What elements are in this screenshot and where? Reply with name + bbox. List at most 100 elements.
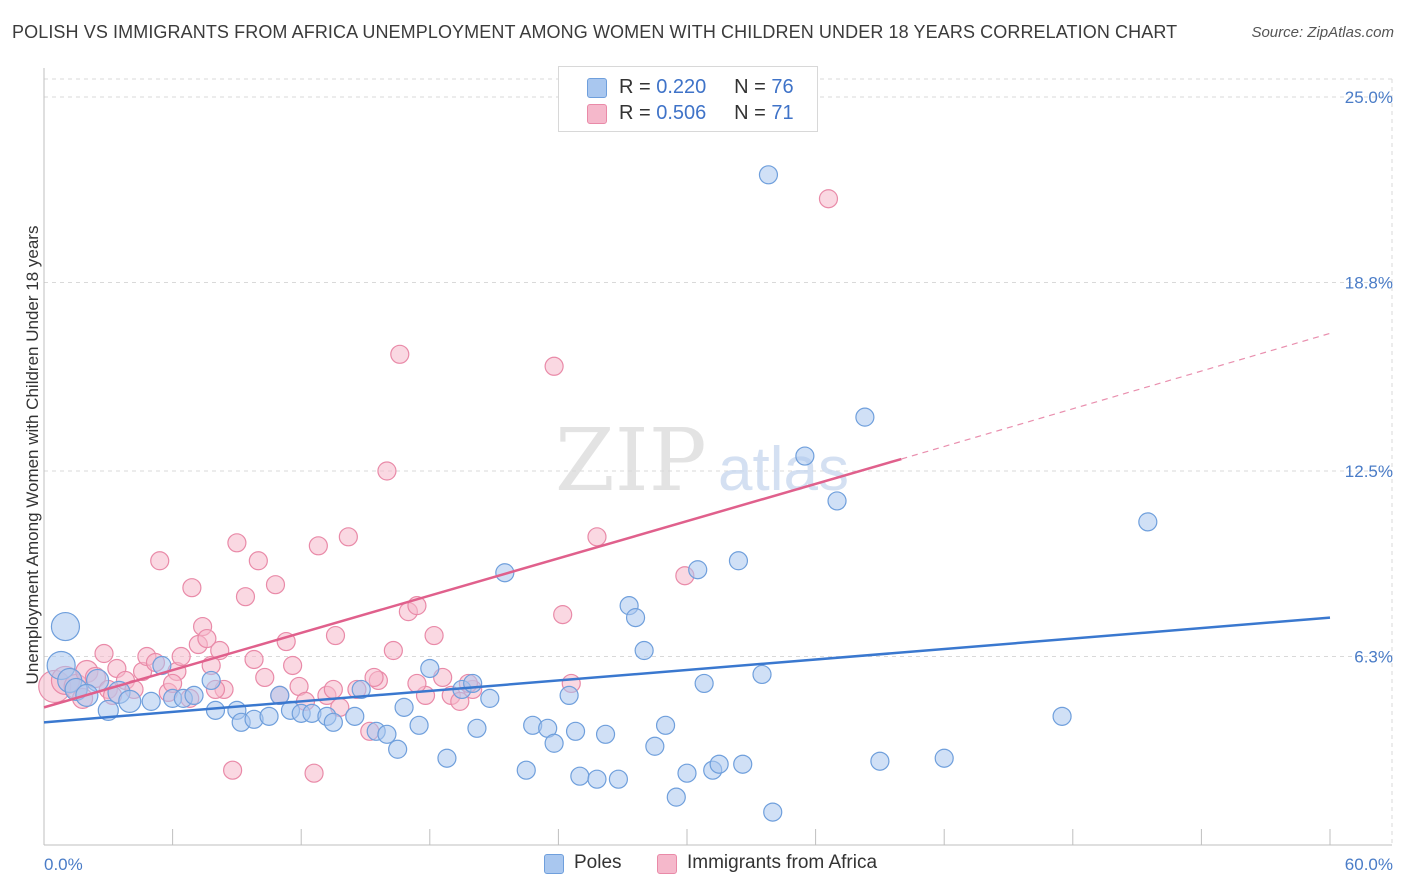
poles-point [559,685,579,706]
poles-point [752,664,772,685]
africa-point [171,646,191,667]
poles-point [409,715,429,735]
poles-point [587,769,607,789]
africa-point [587,527,607,547]
poles-point [377,724,397,744]
africa-point [227,533,247,553]
poles-point [795,446,815,466]
legend-r-value-poles: 0.220 [656,76,707,98]
poles-point [394,697,414,717]
africa-point [383,640,403,661]
africa-point [377,461,397,481]
poles-point [709,754,729,774]
poles-point [259,706,279,726]
africa-point [248,551,268,571]
legend-swatch-africa [587,104,607,124]
legend-n-label: N = [734,76,766,98]
y-axis-label: Unemployment Among Women with Children U… [23,226,42,685]
poles-point [677,763,697,783]
poles-point [480,688,500,708]
y-tick-label: 25.0% [1345,88,1393,107]
poles-point [855,407,875,427]
legend-swatch-poles [587,78,607,98]
poles-point [694,673,714,694]
poles-point [345,706,365,726]
poles-point [97,699,119,721]
africa-point [424,625,444,646]
africa-point [323,679,343,700]
poles-point [1138,512,1158,532]
poles-point [184,685,204,706]
africa-point [255,667,275,688]
poles-point [870,751,890,771]
poles-point [516,760,536,780]
poles-point [201,670,221,691]
africa-point [283,655,303,676]
legend-n-value-africa: 71 [771,102,794,124]
africa-point [94,643,114,664]
poles-point [463,673,483,694]
poles-point [733,754,753,774]
poles-trend-line [43,616,1331,724]
poles-point [437,748,457,768]
poles-point [666,787,686,807]
legend-n-label: N = [734,102,766,124]
x-tick-labels: 0.0% 60.0% [44,855,1393,874]
poles-point [595,724,616,744]
watermark: ZIP [555,411,707,511]
africa-trend-extension [901,332,1331,460]
x-tick-label: 60.0% [1345,855,1393,874]
africa-point [338,527,358,547]
poles-point [544,733,564,753]
poles-point [625,608,646,628]
poles-point [570,766,590,786]
poles-point [655,715,676,735]
poles-swatch [544,854,564,874]
legend-r-value-africa: 0.506 [656,102,707,124]
poles-point [388,739,408,759]
y-tick-labels: 6.3% 12.5% 18.8% 25.0% [1345,88,1393,667]
chart-title: POLISH VS IMMIGRANTS FROM AFRICA UNEMPLO… [12,22,1178,42]
poles-point [565,721,586,741]
legend-r-label: R = [619,102,651,124]
poles-point [608,769,629,789]
poles-point [645,736,665,756]
poles-point [763,802,783,822]
africa-point [265,575,286,595]
africa-point [364,667,384,688]
trend-lines [43,332,1331,724]
poles-point [205,700,226,720]
africa-point [818,189,839,209]
poles-point [50,611,81,642]
africa-point [390,344,410,364]
africa-point [304,763,324,783]
y-tick-label: 18.8% [1345,274,1393,293]
poles-point [688,560,708,580]
poles-point [634,640,654,661]
africa-trend-line [43,457,902,709]
africa-point [244,649,264,670]
poles-point [351,679,371,700]
africa-point [223,760,243,780]
poles-points [46,165,1158,822]
poles-point [827,491,847,511]
poles-point [420,658,440,679]
africa-point [325,625,346,646]
x-tick-label: 0.0% [44,855,83,874]
poles-point [118,689,142,713]
africa-legend-label: Immigrants from Africa [687,852,878,873]
poles-point [467,718,487,738]
legend-r-label: R = [619,76,651,98]
africa-point [407,673,427,694]
poles-point [1052,706,1072,726]
poles-point [758,165,779,185]
africa-point [150,551,170,571]
source-label: Source: ZipAtlas.com [1251,24,1394,41]
axes [43,68,1392,846]
y-tick-label: 6.3% [1354,648,1393,667]
poles-point [728,551,749,571]
poles-point [141,691,161,711]
poles-legend-label: Poles [574,852,622,873]
africa-point [553,605,573,625]
